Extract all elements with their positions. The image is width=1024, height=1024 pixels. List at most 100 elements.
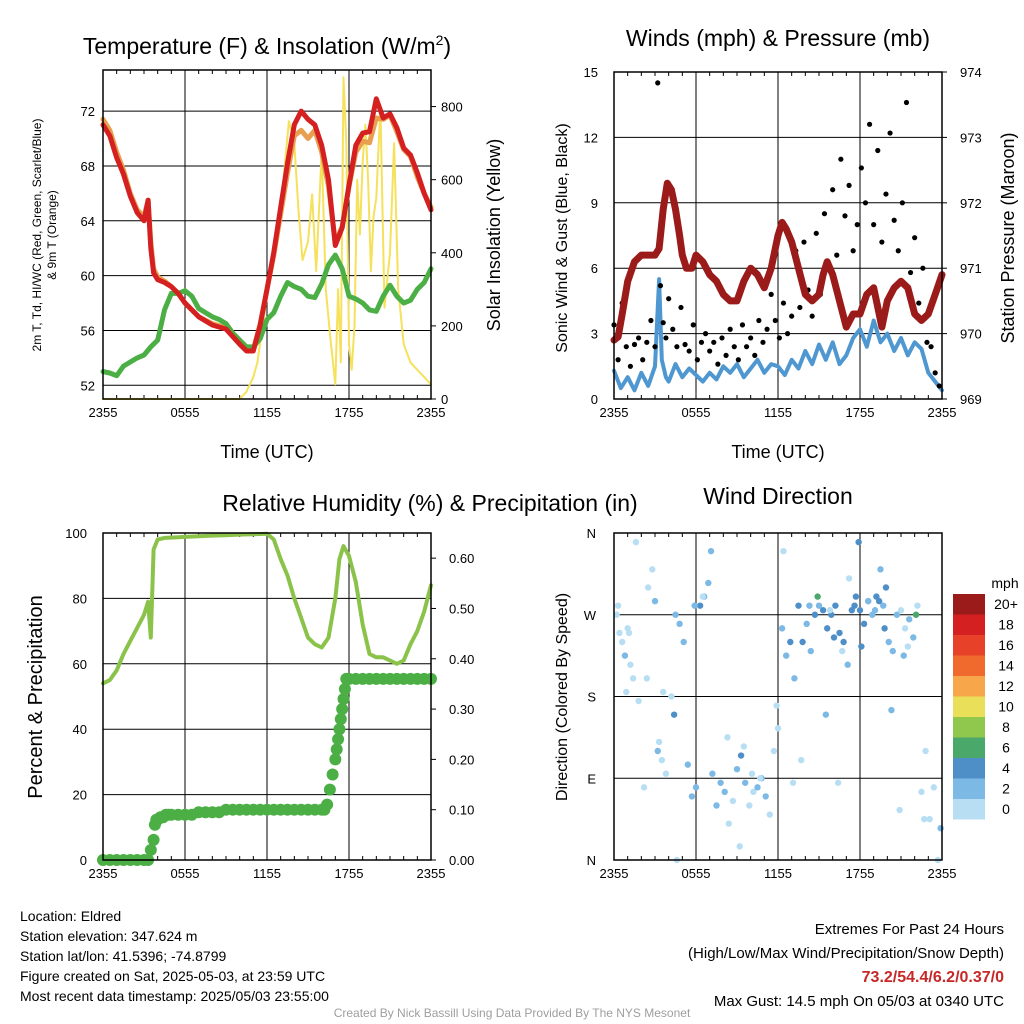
- credit-text: Created By Nick Bassill Using Data Provi…: [333, 1006, 691, 1020]
- direction-point: [832, 602, 839, 609]
- direction-point: [773, 702, 780, 709]
- direction-point: [729, 797, 737, 805]
- gust-point: [797, 304, 803, 311]
- gust-point: [821, 211, 828, 217]
- direction-point: [799, 638, 806, 646]
- location-text: Location: Eldred: [20, 908, 122, 924]
- direction-point: [906, 616, 913, 623]
- y2-tick-label: 0.40: [449, 652, 474, 667]
- gust-point: [627, 363, 634, 369]
- direction-point: [742, 779, 749, 786]
- gust-point: [655, 80, 661, 86]
- gust-point: [694, 357, 700, 363]
- direction-point: [644, 584, 652, 591]
- figure-canvas: 2355 0555 1155 1755 235552566064687202004006…: [25, 25, 1019, 881]
- x-tick-label: 1755: [335, 866, 364, 881]
- direction-point: [922, 747, 929, 755]
- direction-point: [845, 575, 853, 582]
- legend-swatch: [953, 696, 985, 717]
- direction-point: [707, 547, 715, 555]
- x-tick-label: 1755: [846, 405, 875, 420]
- gust-point: [678, 304, 684, 311]
- plot-frame: [102, 532, 432, 861]
- y2-tick-label: 0.30: [449, 702, 474, 717]
- y-tick-label: N: [587, 853, 596, 868]
- chart-title-main: Temperature (F) & Insolation (W/m: [83, 33, 436, 59]
- max-gust-text: Max Gust: 14.5 mph On 05/03 at 0340 UTC: [713, 993, 1004, 1010]
- gust-point: [858, 165, 864, 171]
- direction-point: [774, 725, 782, 732]
- legend-swatch: [953, 655, 985, 676]
- y-tick-label: S: [587, 690, 596, 705]
- direction-point: [803, 620, 810, 628]
- direction-point: [709, 770, 716, 777]
- direction-point: [746, 802, 753, 809]
- direction-point: [840, 638, 847, 646]
- y-tick-label: 60: [73, 657, 87, 672]
- gust-point: [615, 357, 621, 363]
- direction-point: [654, 747, 661, 755]
- wind-speed-legend: mph 20+ 18 16 14 12 10 8 6 4 2 0: [953, 575, 1019, 820]
- direction-point: [834, 779, 842, 786]
- gust-point: [663, 335, 669, 341]
- direction-point: [844, 661, 851, 668]
- gust-point: [842, 213, 848, 219]
- direction-point: [623, 688, 630, 696]
- chart-title: Wind Direction: [703, 483, 853, 509]
- gust-point: [682, 341, 688, 348]
- precip-point: [338, 682, 351, 695]
- y2-tick-label: 969: [960, 392, 982, 407]
- gust-point: [809, 313, 815, 319]
- precip-point: [334, 713, 347, 726]
- direction-point: [736, 843, 743, 850]
- y2-tick-label: 0.00: [449, 853, 474, 868]
- gust-point: [846, 182, 852, 188]
- pressure-line: [610, 179, 946, 344]
- direction-point: [684, 761, 691, 768]
- direction-point: [912, 611, 920, 618]
- x-axis-label: Time (UTC): [220, 442, 313, 462]
- direction-point: [815, 602, 823, 609]
- direction-point: [688, 793, 696, 800]
- direction-point: [901, 625, 909, 632]
- direction-point: [692, 784, 700, 791]
- direction-point: [691, 602, 698, 609]
- y-tick-label: 72: [81, 104, 95, 119]
- gust-point: [895, 248, 901, 254]
- gust-point: [932, 370, 938, 376]
- gust-point: [813, 230, 819, 236]
- precip-point: [144, 843, 157, 856]
- legend-swatch: [953, 676, 985, 697]
- gust-point: [936, 383, 942, 389]
- direction-point: [717, 779, 724, 786]
- gust-point: [731, 344, 737, 350]
- direction-point: [737, 752, 745, 759]
- y2-tick-label: 970: [960, 327, 982, 342]
- direction-point: [893, 611, 901, 618]
- x-tick-label: 1155: [764, 866, 792, 881]
- legend-swatch: [953, 778, 985, 799]
- chart-title: Winds (mph) & Pressure (mb): [626, 25, 930, 51]
- series-line-2: [100, 252, 434, 379]
- gust-point: [903, 99, 910, 106]
- gust-point: [850, 248, 856, 254]
- precip-point: [333, 723, 346, 736]
- gust-point: [686, 348, 692, 354]
- y-tick-label: 0: [80, 853, 87, 868]
- direction-point: [904, 643, 912, 650]
- y2-tick-label: 971: [960, 261, 982, 276]
- gust-point: [801, 239, 807, 245]
- y2-tick-label: 600: [441, 173, 463, 188]
- gust-point: [764, 326, 770, 332]
- direction-point: [888, 706, 895, 714]
- direction-point: [613, 611, 620, 618]
- gust-point: [715, 361, 721, 367]
- y-tick-label: 15: [584, 65, 598, 80]
- legend-label: 4: [1002, 760, 1010, 776]
- y2-tick-label: 972: [960, 196, 982, 211]
- direction-point: [822, 711, 830, 718]
- y-tick-label: W: [584, 608, 597, 623]
- x-tick-label: 2355: [89, 866, 118, 881]
- gust-point: [838, 156, 844, 162]
- y-tick-label: 3: [591, 327, 598, 342]
